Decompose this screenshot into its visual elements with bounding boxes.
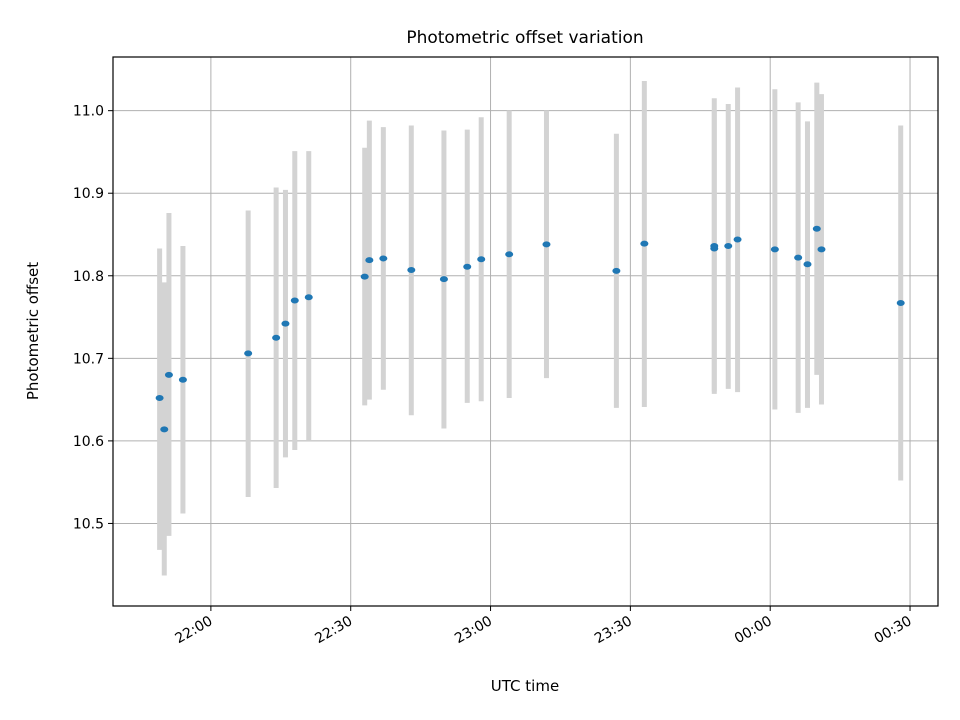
grid-lines: [113, 57, 938, 606]
data-point: [505, 251, 514, 258]
data-point: [733, 236, 742, 243]
y-tick-label: 10.6: [73, 434, 104, 450]
data-point: [812, 225, 821, 232]
x-tick-label: 23:30: [592, 613, 635, 647]
x-axis-ticks: 22:00 22:30 23:00 23:30 00:00 00:30: [173, 606, 915, 647]
y-tick-label: 10.9: [73, 186, 104, 202]
data-point: [770, 246, 779, 253]
y-tick-label: 10.7: [73, 351, 104, 367]
data-point: [477, 256, 486, 263]
data-point: [640, 240, 649, 247]
data-point: [160, 426, 169, 433]
data-point: [794, 254, 803, 261]
data-point: [896, 300, 905, 307]
data-point: [272, 334, 281, 341]
data-point: [304, 294, 313, 301]
data-point: [710, 243, 719, 250]
data-point: [244, 350, 253, 357]
data-point: [178, 376, 187, 383]
data-point: [542, 241, 551, 248]
data-point: [612, 267, 621, 274]
data-point: [281, 320, 290, 327]
plot-frame: [112, 56, 939, 607]
y-axis-label: Photometric offset: [24, 262, 42, 400]
data-point: [817, 246, 826, 253]
x-tick-label: 00:30: [872, 613, 915, 647]
x-tick-label: 23:00: [452, 613, 495, 647]
y-tick-label: 10.5: [73, 516, 104, 532]
y-tick-label: 10.8: [73, 269, 104, 285]
data-point: [164, 371, 173, 378]
data-point: [379, 255, 388, 262]
y-axis-ticks: 10.5 10.6 10.7 10.8 10.9 11.0: [73, 104, 113, 532]
data-points: [155, 225, 905, 433]
data-point: [724, 243, 733, 250]
data-point: [360, 273, 369, 280]
chart-title: Photometric offset variation: [406, 28, 643, 48]
data-point: [463, 263, 472, 270]
data-point: [290, 297, 299, 304]
x-axis-label: UTC time: [491, 677, 559, 695]
data-point: [155, 394, 164, 401]
data-point: [439, 276, 448, 283]
data-point: [407, 266, 416, 273]
error-bars: [157, 80, 904, 576]
x-tick-label: 22:00: [173, 613, 216, 647]
x-tick-label: 00:00: [732, 613, 775, 647]
y-tick-label: 11.0: [73, 104, 104, 120]
x-tick-label: 22:30: [312, 613, 355, 647]
data-point: [803, 261, 812, 268]
data-point: [365, 257, 374, 264]
